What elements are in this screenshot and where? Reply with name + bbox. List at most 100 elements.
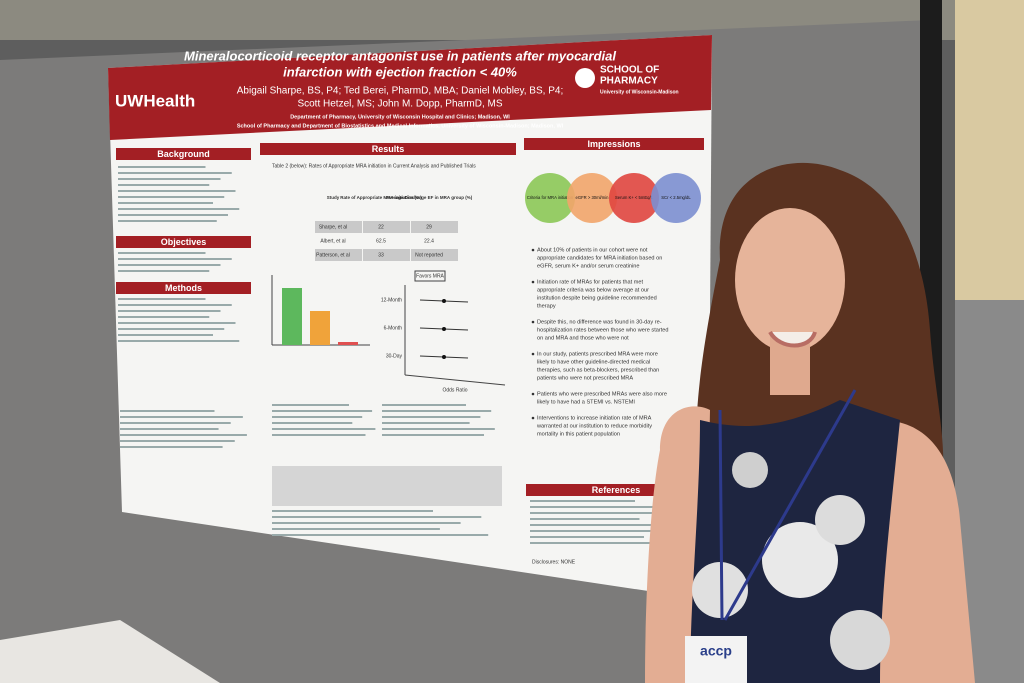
text-line: [272, 516, 482, 518]
logo-right: University of Wisconsin-Madison: [600, 89, 679, 95]
bullet: [531, 392, 535, 396]
text-line: [118, 202, 213, 204]
table-header: Rate of Appropriate MRA initiation (%): [340, 195, 422, 200]
impression-text: institution despite being guideline reco…: [537, 295, 657, 301]
text-line: [118, 316, 210, 318]
criteria-text: Serum K+ < 5mEq/L: [615, 195, 654, 200]
legend-box: [414, 270, 446, 282]
text-line: [120, 440, 235, 442]
text-line: [272, 534, 489, 536]
table-cell-text: 33: [378, 252, 384, 258]
text-line: [120, 428, 219, 430]
legend: Favors MRA: [416, 273, 444, 279]
axis-label: Odds Ratio: [442, 387, 467, 393]
axis: [404, 374, 506, 386]
dress-flower: [830, 610, 890, 670]
text-line: [382, 422, 470, 424]
table-cell: [363, 221, 410, 233]
table-cell: [411, 249, 458, 261]
table-cell-text: 22.4: [424, 238, 434, 244]
text-line: [118, 252, 206, 254]
poster-title: infarction with ejection fraction < 40%: [283, 64, 517, 79]
dress-flower: [692, 562, 748, 618]
logo-right: PHARMACY: [600, 76, 658, 87]
text-line: [382, 428, 495, 430]
impression-text: likely to have other guideline-directed …: [537, 359, 650, 365]
impression-text: In our study, patients prescribed MRA we…: [537, 351, 658, 357]
text-line: [118, 310, 221, 312]
point: [442, 355, 446, 359]
text-line: [272, 428, 376, 430]
bar: [338, 342, 358, 345]
section-bar: [116, 148, 251, 160]
section-title: Results: [372, 144, 405, 154]
text-line: [120, 446, 223, 448]
text-line: [120, 410, 215, 412]
dress-flower: [732, 452, 768, 488]
point: [442, 299, 446, 303]
disclosures: Disclosures: NONE: [532, 559, 576, 565]
table-cell-text: Sharpe, et al: [319, 224, 347, 230]
text-line: [118, 178, 221, 180]
table-cell: [315, 221, 362, 233]
table-caption: Table 2 (below): Rates of Appropriate MR…: [272, 163, 476, 169]
forest-label: 6-Month: [384, 325, 403, 331]
forest-label: 12-Month: [381, 297, 402, 303]
impression-text: patients who were not prescribed MRA: [537, 375, 633, 381]
impression-text: Initiation rate of MRAs for patients tha…: [537, 279, 643, 285]
face: [735, 208, 845, 352]
text-line: [120, 422, 231, 424]
text-line: [118, 334, 213, 336]
table-cell-text: Albert, et al: [320, 238, 345, 244]
table-cell: [363, 249, 410, 261]
table-cell-text: Not reported: [415, 252, 443, 258]
text-line: [118, 220, 217, 222]
section-title: Objectives: [161, 237, 207, 247]
text-line: [118, 264, 221, 266]
authors: Abigail Sharpe, BS, P4; Ted Berei, Pharm…: [237, 86, 563, 97]
section-bar: [116, 236, 251, 248]
section-bar: [524, 138, 704, 150]
impression-text: Despite this, no difference was found in…: [537, 319, 662, 325]
table-cell-text: 22: [378, 224, 384, 230]
text-line: [272, 528, 440, 530]
section-title: Impressions: [587, 139, 640, 149]
affiliation: Department of Pharmacy, University of Wi…: [290, 114, 510, 120]
text-line: [120, 416, 243, 418]
bullet: [531, 416, 535, 420]
section-title: Background: [157, 149, 210, 159]
text-line: [530, 524, 671, 526]
table: [0, 620, 220, 683]
bar: [282, 288, 302, 345]
table-cell-text: 29: [426, 224, 432, 230]
text-line: [530, 542, 676, 544]
poster-header: [108, 35, 712, 140]
text-line: [272, 522, 461, 524]
badge-text: accp: [700, 643, 732, 659]
section-bar: [260, 143, 516, 155]
text-line: [382, 410, 492, 412]
section-title: Methods: [165, 283, 202, 293]
forest-label: 30-Day: [386, 353, 403, 359]
person: accp: [645, 162, 975, 683]
right-arm: [880, 420, 975, 683]
text-line: [530, 518, 640, 520]
criteria-text: Criteria for MRA initiation: [527, 195, 574, 200]
criteria-circle: [567, 173, 617, 223]
dress-flower: [762, 522, 838, 598]
text-line: [118, 258, 232, 260]
impression-text: mortality in this patient population: [537, 431, 620, 437]
section-bar: [116, 282, 251, 294]
background-wall: [955, 0, 1024, 300]
table-header: Study: [327, 195, 340, 200]
impression-text: therapies, such as beta-blockers, prescr…: [537, 367, 659, 373]
text-line: [382, 404, 466, 406]
text-line: [272, 404, 349, 406]
criteria-circle: [525, 173, 575, 223]
table-cell-text: 62.5: [376, 238, 386, 244]
impression-text: therapy: [537, 303, 556, 309]
bullet: [531, 280, 535, 284]
text-line: [118, 190, 236, 192]
table-header: Average Discharge EF in MRA group (%): [386, 195, 473, 200]
